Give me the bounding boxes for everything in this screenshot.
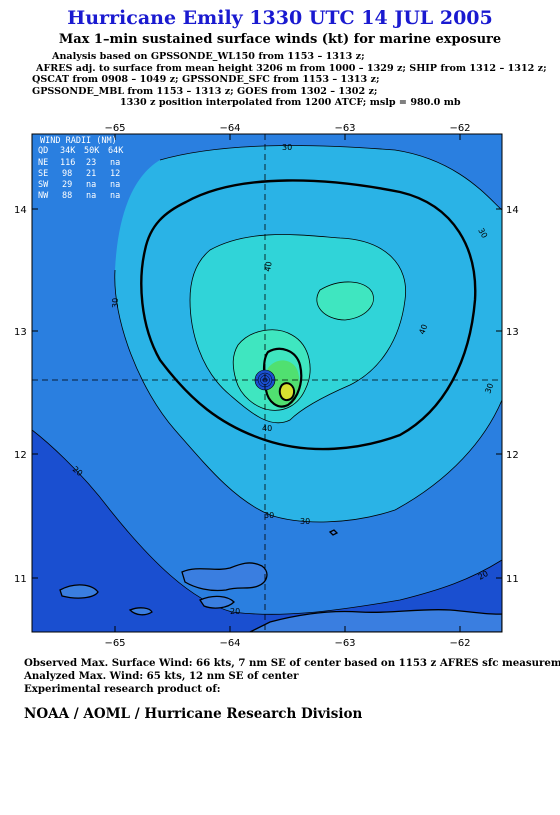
axis-ticks <box>32 134 502 632</box>
wind-radii-table: WIND RADII (NM) QD 34K 50K 64K NE 116 23… <box>38 136 124 201</box>
plot-frame <box>31 133 503 633</box>
contour-label: 30 <box>282 143 292 152</box>
hurricane-force-contour <box>278 382 296 402</box>
lon-tick-label: −62 <box>449 123 470 134</box>
wind-radii-cell: na <box>110 158 120 168</box>
lon-tick-label: −64 <box>219 123 240 134</box>
wind-radii-cell: na <box>86 180 96 190</box>
contour-label: 30 <box>264 511 274 520</box>
contour-label: 40 <box>263 261 274 273</box>
contour-label: 40 <box>262 424 272 433</box>
observed-max-wind: Observed Max. Surface Wind: 66 kts, 7 nm… <box>24 657 560 669</box>
lon-tick-label: −64 <box>219 638 240 648</box>
contour-label: 30 <box>300 517 310 526</box>
contour-label: 30 <box>111 298 120 308</box>
island-outline <box>128 607 153 616</box>
wind-radii-cell: 29 <box>62 180 72 190</box>
lon-tick-label: −62 <box>449 638 470 648</box>
analysis-sources: Analysis based on GPSSONDE_WL150 from 11… <box>32 51 547 109</box>
analyzed-max-wind: Analyzed Max. Wind: 65 kts, 12 nm SE of … <box>24 670 299 682</box>
contour-lines <box>32 145 502 615</box>
coastline <box>59 529 502 632</box>
wind-radii-col: 34K <box>60 146 76 156</box>
lat-tick-label: 12 <box>506 450 519 461</box>
wind-radii-cell: 98 <box>62 169 72 179</box>
wind-radii-cell: 21 <box>86 169 96 179</box>
wind-radii-col: QD <box>38 146 48 156</box>
map-title: Hurricane Emily 1330 UTC 14 JUL 2005 <box>67 7 493 29</box>
wind-radii-col: 64K <box>108 146 124 156</box>
experimental-note: Experimental research product of: <box>24 683 221 695</box>
wind-radii-col: 50K <box>84 146 100 156</box>
wind-radii-cell: 116 <box>60 158 75 168</box>
wind-level-64plus <box>279 383 295 401</box>
lon-tick-label: −63 <box>334 638 355 648</box>
wind-radii-cell: SE <box>38 169 48 179</box>
lat-tick-label: 11 <box>506 574 519 585</box>
contour-label: 20 <box>477 569 490 582</box>
organization-name: NOAA / AOML / Hurricane Research Divisio… <box>24 706 363 722</box>
position-note: 1330 z position interpolated from 1200 A… <box>120 97 461 109</box>
lat-tick-label: 11 <box>14 574 27 585</box>
wind-analysis-map: −65 −64 −63 −62 <box>14 123 519 648</box>
analysis-line: AFRES adj. to surface from mean height 3… <box>36 62 547 74</box>
lon-tick-label: −65 <box>104 123 125 134</box>
lat-tick-label: 12 <box>14 450 27 461</box>
wind-radii-cell: 12 <box>110 169 120 179</box>
wind-radii-cell: na <box>110 191 120 201</box>
wind-radii-header: WIND RADII (NM) <box>40 136 117 146</box>
lat-tick-label: 13 <box>506 327 519 338</box>
wind-radii-cell: na <box>110 180 120 190</box>
contour-label: 20 <box>230 607 240 616</box>
contour-label: 40 <box>417 323 429 336</box>
wind-radii-cell: 23 <box>86 158 96 168</box>
lon-tick-label: −63 <box>334 123 355 134</box>
island-outline <box>59 584 99 599</box>
lon-tick-label: −65 <box>104 638 125 648</box>
gale-force-contour <box>140 179 477 451</box>
lat-tick-label: 14 <box>506 205 519 216</box>
contour-label: 30 <box>476 227 489 240</box>
analysis-line: GPSSONDE_MBL from 1153 – 1313 z; GOES fr… <box>32 85 378 97</box>
island-outline <box>181 562 268 592</box>
wind-radii-cell: na <box>86 191 96 201</box>
island-outline <box>328 529 339 536</box>
footer-notes: Observed Max. Surface Wind: 66 kts, 7 nm… <box>24 657 560 696</box>
lat-tick-label: 14 <box>14 205 27 216</box>
wind-radii-cell: NE <box>38 158 48 168</box>
mainland-coast <box>249 608 502 632</box>
map-subtitle: Max 1–min sustained surface winds (kt) f… <box>58 32 502 47</box>
island-outline <box>199 595 235 609</box>
analysis-line: QSCAT from 0908 – 1049 z; GPSSONDE_SFC f… <box>32 74 380 86</box>
wind-radii-cell: NW <box>38 191 49 201</box>
wind-field <box>32 134 502 632</box>
lat-tick-label: 13 <box>14 327 27 338</box>
wind-radii-cell: SW <box>38 180 49 190</box>
contour-label: 30 <box>483 382 495 395</box>
wind-radii-cell: 88 <box>62 191 72 201</box>
analysis-line: Analysis based on GPSSONDE_WL150 from 11… <box>52 51 365 62</box>
wind-level-40-50-inner <box>316 281 374 320</box>
